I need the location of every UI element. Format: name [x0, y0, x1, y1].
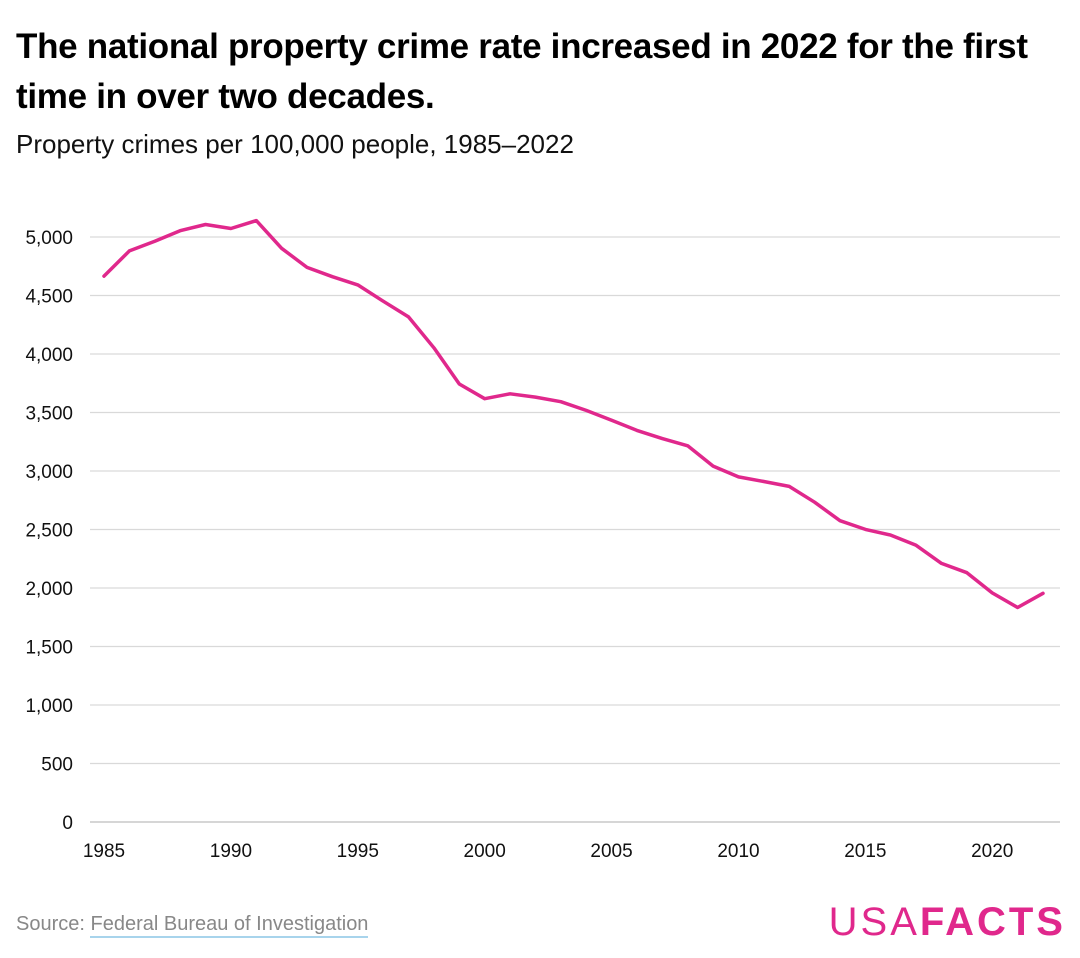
data-point[interactable]: [379, 297, 387, 305]
data-point[interactable]: [252, 217, 260, 225]
x-tick-label: 2005: [590, 841, 632, 862]
data-point[interactable]: [1014, 604, 1022, 612]
data-point[interactable]: [303, 263, 311, 271]
y-tick-label: 4,500: [25, 287, 73, 308]
data-point[interactable]: [582, 406, 590, 414]
y-tick-label: 2,500: [25, 521, 73, 542]
series-line-property-crime-rate: [102, 218, 1045, 610]
usafacts-logo[interactable]: USAFACTS: [829, 898, 1066, 946]
data-point[interactable]: [202, 220, 210, 228]
y-tick-label: 3,000: [25, 462, 73, 483]
data-point[interactable]: [100, 272, 108, 280]
x-tick-label: 1985: [83, 841, 125, 862]
data-point[interactable]: [811, 498, 819, 506]
x-tick-label: 1990: [210, 841, 252, 862]
logo-facts-text: FACTS: [919, 900, 1066, 944]
data-point[interactable]: [1039, 589, 1047, 597]
y-tick-label: 2,000: [25, 579, 73, 600]
x-axis-ticks: 1985 1990 1995 2000 2005 2010 2015 2020: [83, 841, 1014, 862]
gridlines: [90, 236, 1060, 823]
x-tick-label: 2000: [464, 841, 506, 862]
source-note: Source: Federal Bureau of Investigation: [16, 913, 369, 938]
data-point[interactable]: [151, 237, 159, 245]
y-tick-label: 4,000: [25, 345, 73, 366]
source-link[interactable]: Federal Bureau of Investigation: [90, 913, 369, 938]
data-point[interactable]: [481, 395, 489, 403]
y-tick-label: 3,500: [25, 404, 73, 425]
data-point[interactable]: [887, 531, 895, 539]
data-point[interactable]: [684, 442, 692, 450]
data-point[interactable]: [278, 244, 286, 252]
data-point[interactable]: [633, 426, 641, 434]
data-point[interactable]: [531, 393, 539, 401]
chart-subtitle: Property crimes per 100,000 people, 1985…: [16, 129, 574, 159]
data-point[interactable]: [176, 227, 184, 235]
data-point[interactable]: [557, 398, 565, 406]
data-point[interactable]: [861, 525, 869, 533]
data-point[interactable]: [836, 517, 844, 525]
x-tick-label: 2020: [971, 841, 1013, 862]
data-point[interactable]: [709, 462, 717, 470]
data-point[interactable]: [227, 224, 235, 232]
data-point[interactable]: [125, 247, 133, 255]
x-tick-label: 1995: [337, 841, 379, 862]
line-chart: 0 500 1,000 1,500 2,000 2,500 3,000 3,500 4,000 4…: [25, 217, 1060, 862]
chart-title: The national property crime rate increas…: [16, 27, 1028, 116]
data-point[interactable]: [988, 589, 996, 597]
source-prefix: Source:: [16, 913, 91, 935]
series-layer: [100, 217, 1047, 612]
data-point[interactable]: [405, 313, 413, 321]
data-point[interactable]: [608, 416, 616, 424]
y-tick-label: 1,500: [25, 638, 73, 659]
data-point[interactable]: [937, 559, 945, 567]
logo-usa-text: USA: [828, 900, 920, 944]
x-tick-label: 2010: [717, 841, 759, 862]
data-point[interactable]: [506, 390, 514, 398]
data-point[interactable]: [328, 273, 336, 281]
data-point[interactable]: [963, 569, 971, 577]
data-point[interactable]: [658, 435, 666, 443]
data-point[interactable]: [912, 541, 920, 549]
data-point[interactable]: [354, 281, 362, 289]
y-tick-label: 5,000: [25, 228, 73, 249]
x-tick-label: 2015: [844, 841, 886, 862]
data-point[interactable]: [430, 344, 438, 352]
y-tick-label: 0: [62, 813, 73, 834]
data-point[interactable]: [734, 473, 742, 481]
data-point[interactable]: [785, 482, 793, 490]
data-point[interactable]: [760, 478, 768, 486]
y-axis-ticks: 0 500 1,000 1,500 2,000 2,500 3,000 3,500 4,000 4…: [25, 228, 73, 834]
data-point[interactable]: [455, 380, 463, 388]
y-tick-label: 500: [41, 755, 73, 776]
y-tick-label: 1,000: [25, 696, 73, 717]
